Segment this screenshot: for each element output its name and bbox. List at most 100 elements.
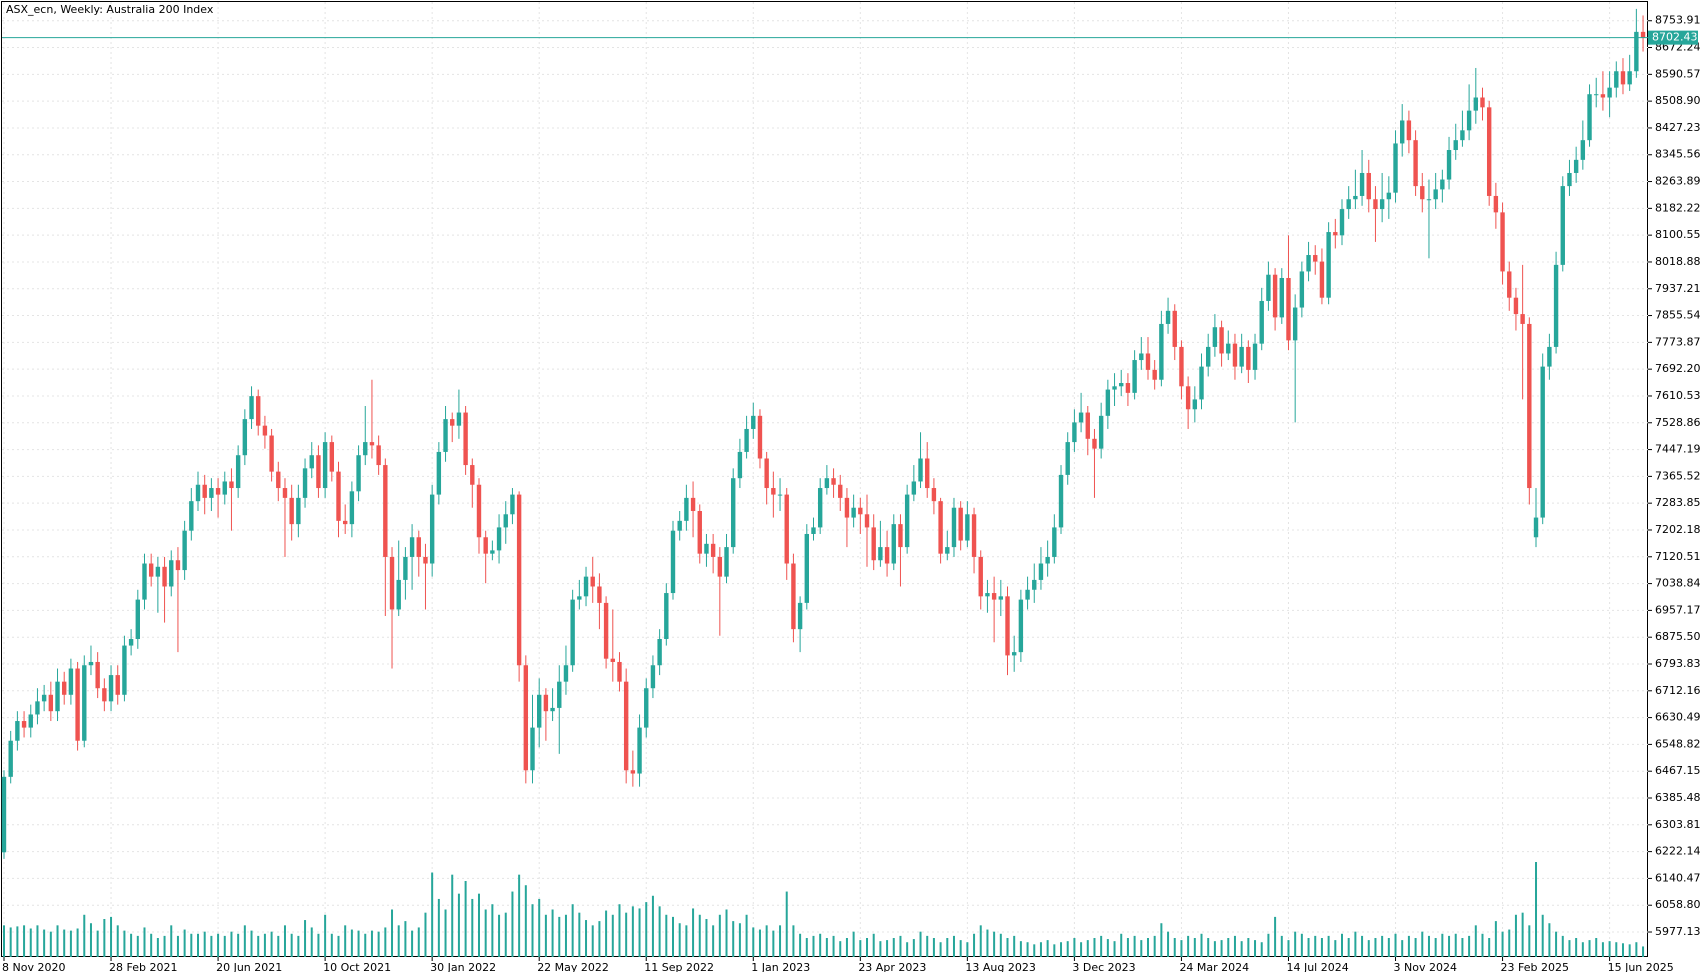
x-tick-label: 22 May 2022: [537, 961, 609, 972]
candle-body: [376, 445, 381, 466]
candle-body: [1199, 366, 1204, 400]
y-tick-label: 8590.57: [1655, 67, 1700, 80]
volume-bar: [966, 942, 969, 957]
y-tick-label: 6140.47: [1655, 871, 1700, 884]
candle-body: [1333, 232, 1338, 236]
y-tick-label: 8018.88: [1655, 255, 1700, 268]
volume-bar: [197, 933, 200, 957]
candle-body: [429, 494, 435, 564]
candle-body: [985, 593, 990, 597]
volume-bar: [772, 930, 775, 957]
candle-body: [744, 428, 749, 452]
volume-bar: [952, 935, 955, 957]
volume-bar: [1555, 931, 1558, 957]
candle-body: [1614, 71, 1619, 88]
candle-body: [423, 556, 428, 564]
candle-body: [1052, 527, 1057, 557]
volume-bar: [397, 925, 400, 957]
candle-body: [537, 694, 542, 728]
volume-bar: [56, 925, 59, 957]
candle-body: [771, 488, 776, 495]
candle-body: [1486, 107, 1492, 196]
candle-body: [1085, 412, 1090, 439]
candle-body: [1092, 438, 1097, 449]
candle-body: [450, 419, 455, 426]
candle-body: [182, 530, 187, 571]
volume-bar: [1160, 923, 1163, 957]
volume-bar: [1187, 935, 1190, 957]
candle-body: [1112, 386, 1117, 390]
candle-body: [557, 681, 562, 708]
volume-bar: [999, 933, 1002, 957]
candle-body: [1379, 199, 1385, 210]
candle-body: [215, 488, 221, 495]
candle-body: [142, 563, 147, 600]
candle-body: [871, 527, 876, 561]
candle-body: [356, 455, 361, 492]
volume-bar: [277, 935, 280, 957]
candle-body: [1119, 383, 1124, 387]
volume-bar: [1066, 941, 1069, 957]
x-tick-label: 14 Jul 2024: [1286, 961, 1348, 972]
volume-bar: [959, 940, 962, 957]
volume-bar: [651, 895, 654, 957]
volume-bar: [785, 891, 788, 957]
candle-body: [1152, 369, 1157, 380]
volume-bar: [551, 909, 554, 957]
volume-bar: [417, 927, 420, 957]
volume-bar: [110, 916, 113, 957]
y-tick-label: 7855.54: [1655, 309, 1700, 322]
volume-bar: [1180, 940, 1183, 957]
candle-body: [1426, 199, 1432, 201]
volume-bar: [611, 914, 614, 957]
volume-bar: [411, 930, 414, 957]
x-tick-label: 8 Nov 2020: [2, 961, 65, 972]
candle-body: [235, 455, 241, 489]
x-tick-label: 3 Nov 2024: [1394, 961, 1457, 972]
volume-bar: [1073, 938, 1076, 957]
candle-body: [302, 468, 308, 498]
volume-bar: [685, 925, 688, 957]
candle-body: [1145, 353, 1151, 370]
candle-body: [710, 543, 716, 557]
volume-bar: [116, 925, 119, 957]
volume-bar: [1494, 921, 1497, 957]
y-tick-label: 6793.83: [1655, 657, 1700, 670]
candle-body: [416, 537, 421, 557]
volume-bar: [779, 925, 782, 957]
volume-bar: [130, 933, 133, 957]
candle-body: [222, 481, 227, 495]
candle-body: [128, 638, 134, 646]
candle-body: [1246, 346, 1251, 370]
volume-bar: [939, 942, 942, 957]
candle-body: [1513, 297, 1519, 315]
candle-body: [1192, 399, 1198, 410]
volume-bar: [69, 930, 72, 957]
y-tick-label: 6303.81: [1655, 818, 1700, 831]
candle-body: [1, 776, 7, 853]
volume-bar: [1247, 938, 1250, 957]
volume-bar: [1628, 944, 1631, 957]
y-tick-label: 7773.87: [1655, 335, 1700, 348]
x-tick-label: 24 Mar 2024: [1179, 961, 1249, 972]
volume-bar: [1106, 939, 1109, 957]
volume-bar: [330, 933, 333, 957]
volume-bar: [524, 885, 527, 957]
candle-body: [1520, 314, 1525, 324]
candle-body: [911, 481, 917, 495]
candle-body: [704, 543, 709, 554]
candle-body: [383, 465, 388, 557]
volume-bar: [986, 929, 989, 957]
y-tick-label: 7202.18: [1655, 523, 1700, 536]
volume-bar: [872, 933, 875, 957]
volume-bar: [183, 929, 186, 957]
candle-body: [1527, 323, 1532, 489]
candle-body: [1400, 120, 1405, 144]
volume-bar: [712, 925, 715, 957]
volume-bar: [1240, 941, 1243, 957]
candle-body: [1045, 556, 1050, 564]
x-tick-label: 3 Dec 2023: [1072, 961, 1135, 972]
candle-body: [891, 524, 896, 564]
volume-bar: [1173, 938, 1176, 957]
